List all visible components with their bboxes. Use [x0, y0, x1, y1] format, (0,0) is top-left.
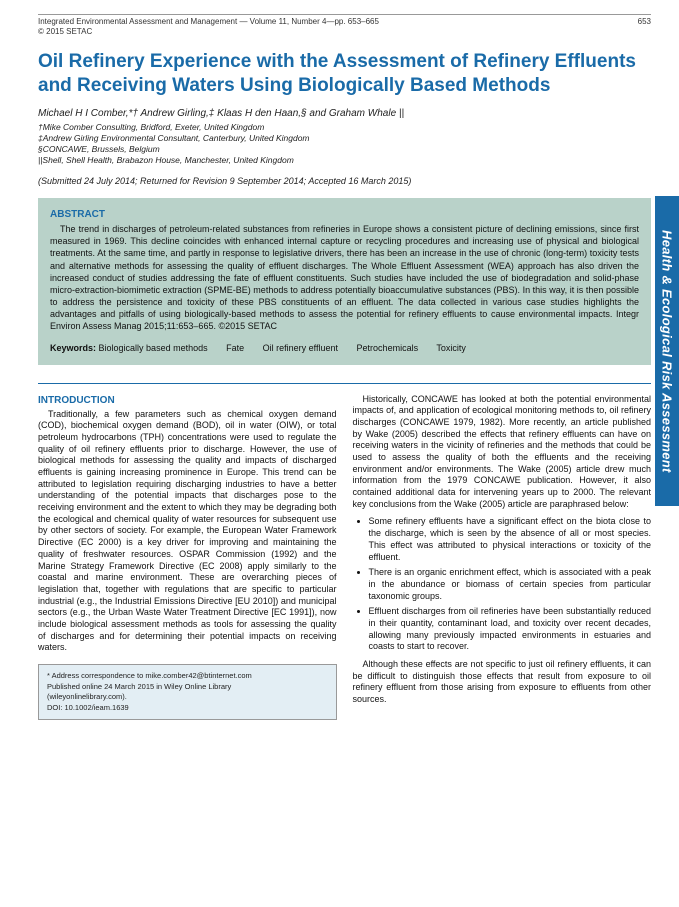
- keyword-4: Petrochemicals: [357, 343, 419, 353]
- affiliation-4: ||Shell, Shell Health, Brabazon House, M…: [38, 155, 651, 166]
- page-number: 653: [638, 17, 651, 36]
- bullet-3: Effluent discharges from oil refineries …: [369, 606, 652, 653]
- keyword-1: Biologically based methods: [99, 343, 208, 353]
- keyword-5: Toxicity: [436, 343, 466, 353]
- copyright: © 2015 SETAC: [38, 27, 638, 36]
- body-columns: INTRODUCTION Traditionally, a few parame…: [38, 394, 651, 720]
- doi: DOI: 10.1002/ieam.1639: [47, 703, 328, 714]
- conclusion-bullets: Some refinery effluents have a significa…: [353, 516, 652, 653]
- intro-para-1: Traditionally, a few parameters such as …: [38, 409, 337, 654]
- page-container: Integrated Environmental Assessment and …: [0, 0, 679, 740]
- article-title: Oil Refinery Experience with the Assessm…: [38, 50, 651, 98]
- intro-para-2: Historically, CONCAWE has looked at both…: [353, 394, 652, 511]
- bullet-2: There is an organic enrichment effect, w…: [369, 567, 652, 602]
- affiliation-3: §CONCAWE, Brussels, Belgium: [38, 144, 651, 155]
- affiliations: †Mike Comber Consulting, Bridford, Exete…: [38, 122, 651, 166]
- left-column: INTRODUCTION Traditionally, a few parame…: [38, 394, 337, 720]
- published-online: Published online 24 March 2015 in Wiley …: [47, 682, 328, 693]
- keywords-line: Keywords: Biologically based methods Fat…: [50, 342, 639, 354]
- correspondence-box: * Address correspondence to mike.comber4…: [38, 664, 337, 720]
- author-list: Michael H I Comber,*† Andrew Girling,‡ K…: [38, 108, 651, 119]
- intro-heading: INTRODUCTION: [38, 394, 337, 407]
- bullet-1: Some refinery effluents have a significa…: [369, 516, 652, 563]
- intro-para-3: Although these effects are not specific …: [353, 659, 652, 706]
- section-divider: [38, 383, 651, 384]
- keywords-label: Keywords:: [50, 343, 96, 353]
- affiliation-1: †Mike Comber Consulting, Bridford, Exete…: [38, 122, 651, 133]
- right-column: Historically, CONCAWE has looked at both…: [353, 394, 652, 720]
- submission-dates: (Submitted 24 July 2014; Returned for Re…: [38, 176, 651, 186]
- journal-info: Integrated Environmental Assessment and …: [38, 17, 638, 26]
- running-header: Integrated Environmental Assessment and …: [38, 14, 651, 36]
- abstract-heading: ABSTRACT: [50, 208, 639, 222]
- correspondence-email: * Address correspondence to mike.comber4…: [47, 671, 328, 682]
- abstract-text: The trend in discharges of petroleum-rel…: [50, 223, 639, 332]
- abstract-box: ABSTRACT The trend in discharges of petr…: [38, 198, 651, 365]
- publisher-site: (wileyonlinelibrary.com).: [47, 692, 328, 703]
- affiliation-2: ‡Andrew Girling Environmental Consultant…: [38, 133, 651, 144]
- keyword-2: Fate: [226, 343, 244, 353]
- keyword-3: Oil refinery effluent: [263, 343, 338, 353]
